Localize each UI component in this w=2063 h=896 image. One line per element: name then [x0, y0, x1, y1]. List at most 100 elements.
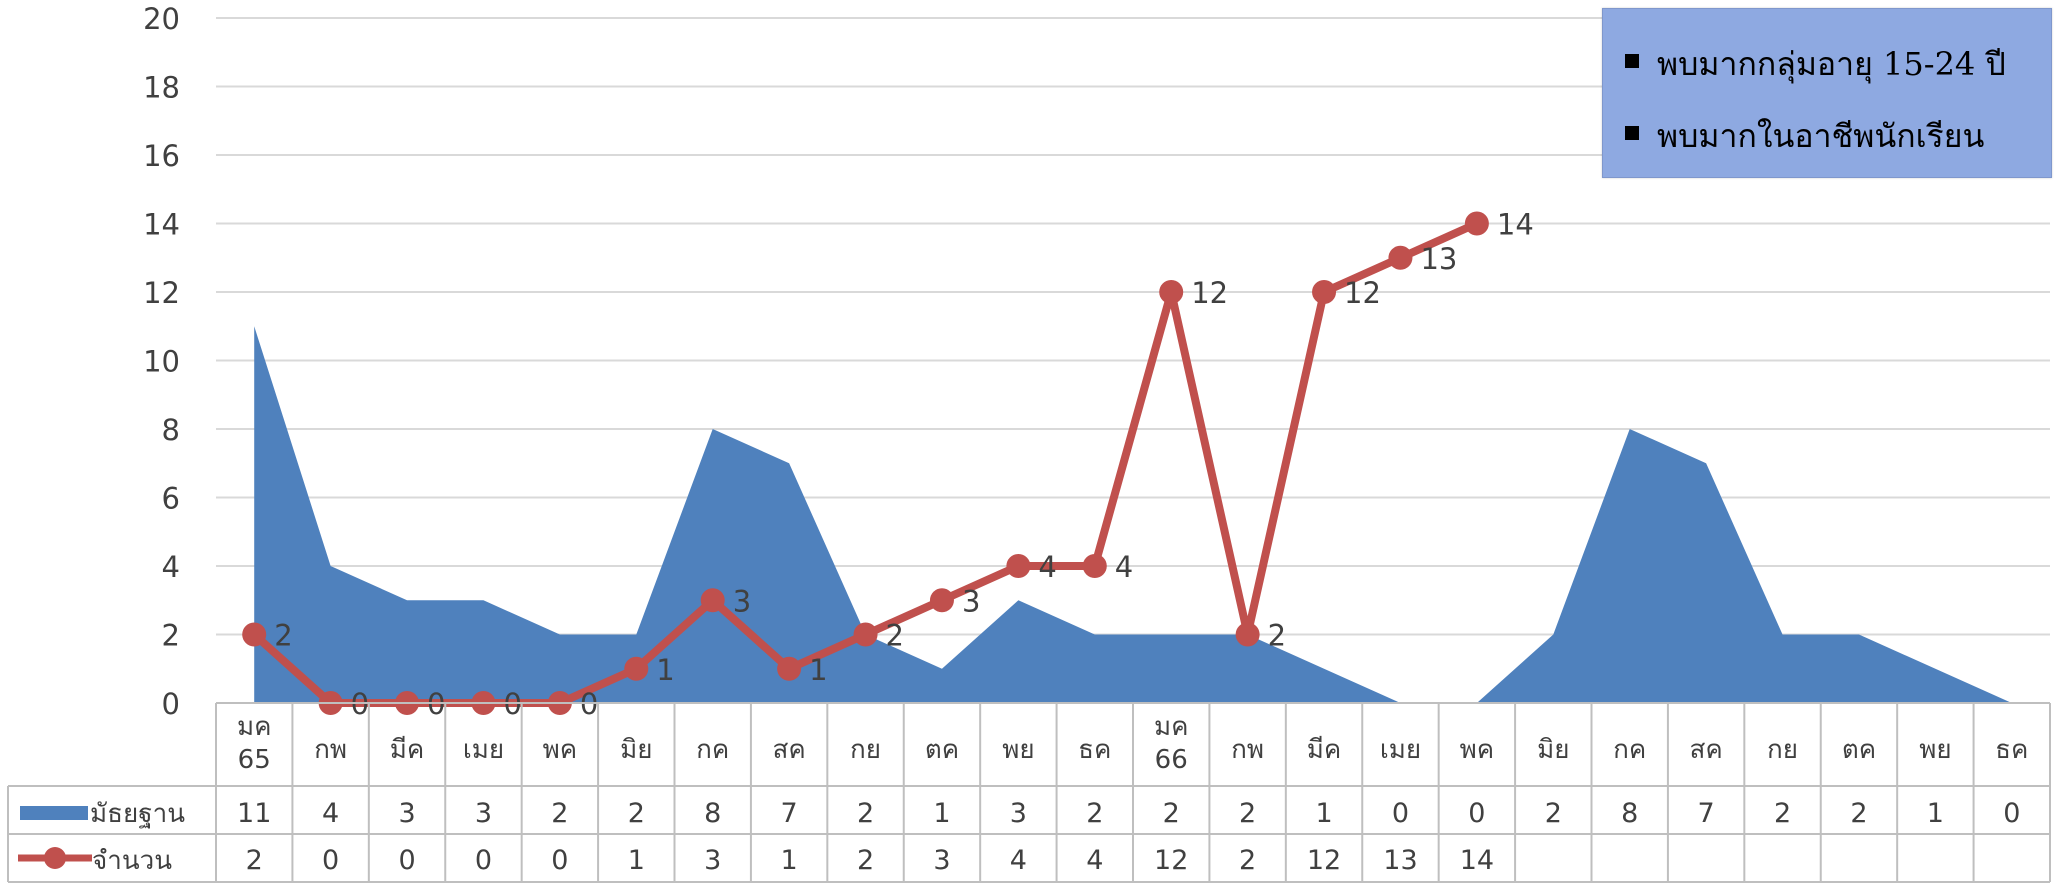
- table-cell: 2: [1163, 798, 1180, 829]
- x-tick-label: มค: [237, 712, 272, 742]
- x-tick-label: กค: [1613, 735, 1646, 765]
- table-cell: 2: [246, 845, 263, 876]
- table-cell: 13: [1383, 845, 1417, 876]
- table-cell: 12: [1307, 845, 1341, 876]
- line-point: [1083, 554, 1107, 578]
- note-item: พบมากกลุ่มอายุ 15-24 ปี: [1625, 39, 2006, 90]
- x-tick-label: ธค: [1995, 735, 2028, 765]
- table-cell: 2: [857, 845, 874, 876]
- table-cell: 3: [933, 845, 950, 876]
- line-point: [701, 588, 725, 612]
- x-tick-label: พย: [1002, 735, 1034, 765]
- line-point: [1159, 280, 1183, 304]
- table-cell: 0: [1392, 798, 1409, 829]
- table-series-name: มัธยฐาน: [90, 799, 185, 829]
- data-label: 3: [962, 584, 980, 618]
- y-tick-label: 12: [143, 276, 180, 310]
- table-cell: 2: [1239, 798, 1256, 829]
- table-cell: 7: [781, 798, 798, 829]
- line-point: [242, 623, 266, 647]
- table-cell: 1: [933, 798, 950, 829]
- bullet-icon: [1625, 54, 1639, 68]
- x-tick-label: เมย: [463, 735, 504, 765]
- x-tick-label: สค: [772, 735, 805, 765]
- table-cell: 2: [551, 798, 568, 829]
- data-label: 4: [1038, 550, 1056, 584]
- table-cell: 2: [1086, 798, 1103, 829]
- y-tick-label: 8: [162, 413, 180, 447]
- table-cell: 8: [1621, 798, 1638, 829]
- x-tick-label: พย: [1919, 735, 1951, 765]
- table-cell: 7: [1698, 798, 1715, 829]
- legend-key-area: [20, 806, 88, 820]
- x-tick-label: ตค: [1842, 735, 1876, 765]
- data-label: 2: [274, 619, 292, 653]
- table-cell: 2: [1239, 845, 1256, 876]
- table-cell: 4: [322, 798, 339, 829]
- table-cell: 2: [1850, 798, 1867, 829]
- x-tick-label: กพ: [314, 735, 347, 765]
- x-tick-label: มีค: [1307, 735, 1342, 765]
- table-cell: 2: [628, 798, 645, 829]
- table-cell: 0: [398, 845, 415, 876]
- legend-key-marker: [44, 847, 66, 869]
- data-label: 13: [1420, 242, 1457, 276]
- table-cell: 3: [475, 798, 492, 829]
- table-cell: 2: [1774, 798, 1791, 829]
- table-cell: 11: [237, 798, 271, 829]
- x-tick-label: มค: [1154, 712, 1189, 742]
- bullet-icon: [1625, 126, 1639, 140]
- line-point: [930, 588, 954, 612]
- y-tick-label: 2: [162, 619, 180, 653]
- line-point: [624, 657, 648, 681]
- y-tick-label: 10: [143, 345, 180, 379]
- table-cell: 3: [398, 798, 415, 829]
- data-label: 12: [1344, 276, 1381, 310]
- line-point: [854, 623, 878, 647]
- table-cell: 0: [2003, 798, 2020, 829]
- x-tick-label: ตค: [925, 735, 959, 765]
- x-tick-label: พค: [543, 735, 578, 765]
- table-cell: 2: [857, 798, 874, 829]
- table-cell: 2: [1545, 798, 1562, 829]
- table-cell: 1: [781, 845, 798, 876]
- note-text: พบมากกลุ่มอายุ 15-24 ปี: [1657, 45, 2006, 83]
- table-cell: 1: [1927, 798, 1944, 829]
- note-text: พบมากในอาชีพนักเรียน: [1657, 117, 1984, 155]
- table-cell: 12: [1154, 845, 1188, 876]
- y-tick-label: 14: [143, 208, 180, 242]
- line-point: [1006, 554, 1030, 578]
- x-tick-label: ธค: [1078, 735, 1111, 765]
- x-tick-label: มีค: [390, 735, 425, 765]
- y-tick-label: 18: [143, 71, 180, 105]
- y-tick-label: 20: [143, 2, 180, 36]
- line-point: [1312, 280, 1336, 304]
- line-point: [777, 657, 801, 681]
- x-tick-label: พค: [1460, 735, 1495, 765]
- table-cell: 1: [1315, 798, 1332, 829]
- table-cell: 0: [551, 845, 568, 876]
- line-point: [1388, 246, 1412, 270]
- data-label: 2: [886, 619, 904, 653]
- table-cell: 0: [1468, 798, 1485, 829]
- table-cell: 0: [475, 845, 492, 876]
- x-tick-label: 66: [1155, 745, 1188, 775]
- table-cell: 0: [322, 845, 339, 876]
- y-tick-label: 4: [162, 550, 180, 584]
- x-tick-label: เมย: [1380, 735, 1421, 765]
- table-cell: 4: [1010, 845, 1027, 876]
- table-series-name: จำนวน: [92, 846, 172, 876]
- table-cell: 8: [704, 798, 721, 829]
- data-label: 4: [1115, 550, 1133, 584]
- table-cell: 1: [628, 845, 645, 876]
- x-tick-label: สค: [1689, 735, 1722, 765]
- x-tick-label: มิย: [620, 735, 652, 765]
- line-point: [1236, 623, 1260, 647]
- table-cell: 3: [1010, 798, 1027, 829]
- x-tick-label: 65: [238, 745, 271, 775]
- table-cell: 14: [1460, 845, 1494, 876]
- x-tick-label: กย: [850, 735, 881, 765]
- data-label: 3: [733, 584, 751, 618]
- table-cell: 4: [1086, 845, 1103, 876]
- x-tick-label: กค: [696, 735, 729, 765]
